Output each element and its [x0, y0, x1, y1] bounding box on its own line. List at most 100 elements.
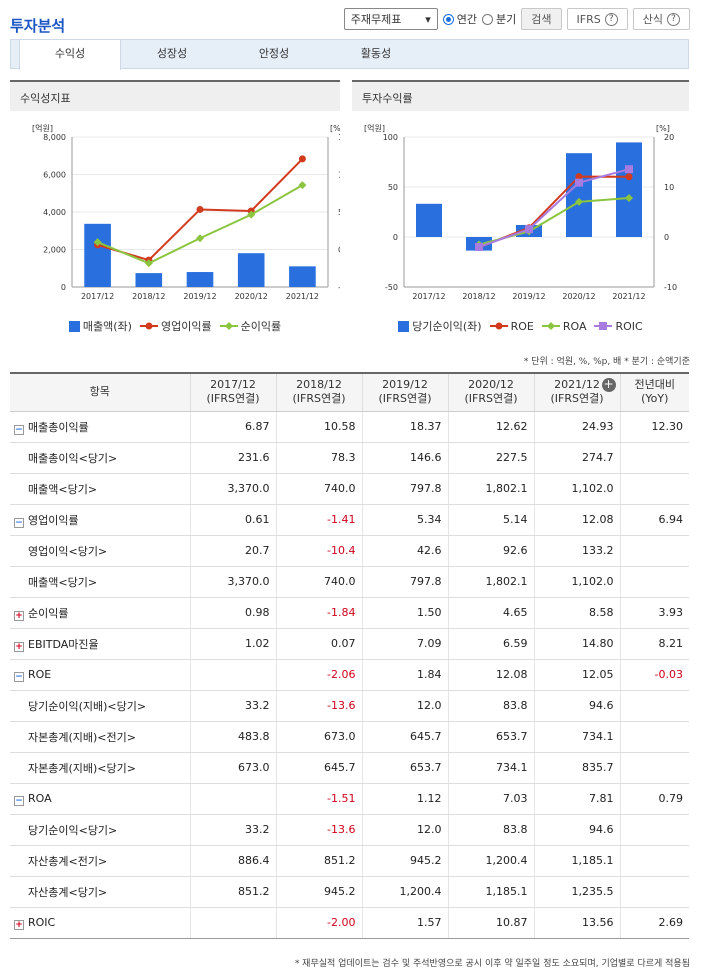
right-tick-label: 20 [664, 133, 674, 142]
data-point [93, 238, 102, 247]
data-point [475, 243, 483, 251]
value-cell: 1.84 [361, 659, 448, 691]
row-label: EBITDA마진율 [28, 637, 99, 651]
x-tick-label: 2017/12 [412, 292, 445, 301]
row-label: 매출액<당기> [28, 482, 98, 496]
table-header-row: 항목 2017/12 (IFRS연결) 2018/12 (IFRS연결) 201… [10, 373, 689, 412]
value-cell: 10.87 [447, 907, 534, 939]
row-label-cell: + EBITDA마진율 [10, 628, 190, 660]
legend-item[interactable]: 매출액(좌) [68, 318, 132, 334]
row-label: 매출액<당기> [28, 575, 98, 589]
row-label-cell: 매출액<당기> [10, 473, 190, 505]
legend-item[interactable]: ROE [489, 318, 534, 334]
legend-item[interactable]: 영업이익률 [139, 318, 212, 334]
value-cell: 18.37 [361, 411, 448, 443]
data-point [575, 197, 583, 206]
row-label-cell: 당기순이익<당기> [10, 814, 190, 846]
value-cell: 1,200.4 [361, 876, 448, 908]
bar [237, 253, 265, 287]
value-cell: 835.7 [533, 752, 620, 784]
expand-icon[interactable]: + [14, 919, 24, 930]
value-cell: -10.4 [275, 535, 362, 567]
value-cell: 1,802.1 [447, 473, 534, 505]
value-cell: 6.87 [189, 411, 276, 443]
value-cell: 12.30 [619, 411, 689, 443]
line-green-swatch-icon [219, 322, 238, 330]
value-cell [619, 442, 689, 474]
row-label: ROA [28, 791, 52, 805]
legend-label: 순이익률 [240, 320, 282, 333]
right-axis-unit: [%] [330, 124, 340, 133]
value-cell: 12.05 [533, 659, 620, 691]
value-cell: 83.8 [447, 690, 534, 722]
radio-quarter[interactable]: 분기 [482, 11, 516, 27]
legend-item[interactable]: ROA [541, 318, 586, 334]
expand-icon[interactable]: + [14, 641, 24, 652]
search-button[interactable]: 검색 [521, 8, 562, 30]
table-row: 매출총이익<당기> 231.6 78.3 146.6 227.5 274.7 [10, 442, 689, 474]
tab-profitability[interactable]: 수익성 [19, 40, 121, 70]
expand-icon[interactable]: + [14, 610, 24, 621]
row-label: 순이익률 [28, 606, 69, 620]
x-tick-label: 2020/12 [235, 292, 268, 301]
row-label-cell: 매출액<당기> [10, 566, 190, 598]
row-label-cell: 자본총계(지배)<전기> [10, 721, 190, 753]
tab-activity[interactable]: 활동성 [360, 47, 392, 60]
value-cell: 94.6 [533, 814, 620, 846]
row-label-cell: − ROA [10, 783, 190, 815]
value-cell: 14.80 [533, 628, 620, 660]
value-cell: 274.7 [533, 442, 620, 474]
radio-off-icon [482, 13, 494, 25]
table-row: 자본총계(지배)<전기> 483.8 673.0 645.7 653.7 734.1 [10, 721, 689, 753]
left-tick-label: 8,000 [43, 133, 66, 142]
row-label: 자본총계(지배)<전기> [28, 730, 136, 744]
collapse-icon[interactable]: − [14, 424, 24, 435]
value-cell: 1.57 [361, 907, 448, 939]
controls-bar: 주재무제표 ▾ 연간 분기 검색 IFRS ? 산식 ? [343, 8, 690, 30]
ifrs-help-button[interactable]: IFRS ? [566, 8, 628, 30]
value-cell [619, 752, 689, 784]
row-label-cell: − ROE [10, 659, 190, 691]
x-tick-label: 2018/12 [132, 292, 165, 301]
value-cell: 94.6 [533, 690, 620, 722]
row-label: 자본총계(지배)<당기> [28, 761, 136, 775]
financial-table: 항목 2017/12 (IFRS연결) 2018/12 (IFRS연결) 201… [10, 372, 689, 939]
right-tick-label: 10 [664, 183, 674, 192]
collapse-icon[interactable]: − [14, 795, 24, 806]
bar-swatch-icon [68, 320, 80, 332]
table-row: − ROE -2.06 1.84 12.08 12.05 -0.03 [10, 659, 689, 691]
value-cell: 886.4 [189, 845, 276, 877]
add-column-icon[interactable]: + [601, 377, 616, 392]
data-point [625, 165, 633, 174]
tab-growth[interactable]: 성장성 [156, 47, 188, 60]
legend-label: 당기순이익(좌) [412, 320, 482, 333]
line-red-swatch-icon [489, 322, 508, 330]
value-cell: 133.2 [533, 535, 620, 567]
value-cell: 1,102.0 [533, 473, 620, 505]
bar [566, 153, 592, 237]
row-label-cell: + 순이익률 [10, 597, 190, 629]
value-cell: 1.50 [361, 597, 448, 629]
left-tick-label: 2,000 [43, 246, 66, 255]
bar [135, 273, 163, 287]
formula-help-button[interactable]: 산식 ? [632, 8, 690, 30]
row-label: 당기순이익(지배)<당기> [28, 699, 147, 713]
right-tick-label: 15 [338, 133, 340, 142]
collapse-icon[interactable]: − [14, 517, 24, 528]
statement-select[interactable]: 주재무제표 ▾ [343, 8, 438, 30]
right-tick-label: 10 [338, 171, 340, 180]
collapse-icon[interactable]: − [14, 671, 24, 682]
value-cell: -13.6 [275, 814, 362, 846]
legend-item[interactable]: ROIC [594, 318, 643, 334]
value-cell: 797.8 [361, 566, 448, 598]
tab-stability[interactable]: 안정성 [258, 47, 290, 60]
value-cell: 851.2 [189, 876, 276, 908]
radio-annual[interactable]: 연간 [442, 11, 477, 27]
data-point [575, 178, 583, 187]
legend-item[interactable]: 순이익률 [219, 318, 282, 334]
data-point [625, 173, 633, 181]
left-tick-label: 4,000 [43, 208, 66, 217]
legend-item[interactable]: 당기순이익(좌) [398, 318, 482, 334]
value-cell: -2.06 [275, 659, 362, 691]
